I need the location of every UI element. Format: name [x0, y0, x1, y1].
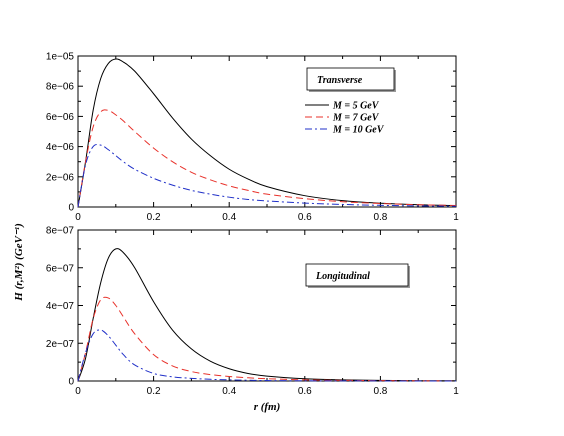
y-tick-label: 4e−06 [46, 142, 75, 153]
series-line-1 [77, 109, 457, 208]
series-line-2 [77, 143, 457, 208]
x-tick-label: 0.2 [147, 386, 161, 397]
x-tick-label: 1 [453, 386, 459, 397]
y-tick-label: 4e−07 [46, 301, 75, 312]
transverse-panel: 0 0.2 0.4 0.6 0.8 1 0 2e−06 4e−06 6e−06 8e−06 1e−05… [46, 52, 459, 224]
x-tick-label: 0.6 [298, 212, 312, 223]
y-tick-label: 8e−07 [46, 226, 75, 237]
series-line-2 [77, 329, 457, 382]
x-tick-label: 0.4 [222, 212, 236, 223]
x-tick-label: 0 [75, 212, 81, 223]
plot-frame [77, 229, 457, 382]
legend-label-1: M = 7 GeV [332, 113, 380, 124]
y-tick-label: 2e−06 [46, 172, 75, 183]
y-axis-label: H (r,M²) (GeV⁻¹) [13, 223, 25, 301]
y-tick-label: 1e−05 [46, 52, 75, 63]
x-tick-label: 0.8 [373, 386, 387, 397]
annotation-label: Longitudinal [315, 271, 370, 282]
y-tick-label: 6e−06 [46, 112, 75, 123]
y-tick-label: 8e−06 [46, 82, 75, 93]
x-tick-label: 0.6 [298, 386, 312, 397]
x-tick-label: 1 [453, 212, 459, 223]
x-tick-label: 0.4 [222, 386, 236, 397]
x-axis-label: r (fm) [254, 401, 281, 413]
annotation-label: Transverse [317, 75, 363, 86]
y-tick-label: 0 [68, 203, 74, 214]
longitudinal-panel: 0 0.2 0.4 0.6 0.8 1 0 2e−07 4e−07 6e−07 8e−07 Longi… [46, 226, 459, 398]
annotation-box [305, 263, 409, 287]
y-tick-label: 2e−07 [46, 339, 75, 350]
annotation-box [306, 67, 395, 91]
y-tick-label: 0 [68, 377, 74, 388]
series-line-0 [77, 58, 457, 208]
legend-label-2: M = 10 GeV [332, 125, 385, 136]
plot-frame [77, 55, 457, 208]
series-line-0 [77, 248, 457, 382]
x-tick-label: 0 [75, 386, 81, 397]
x-tick-label: 0.2 [147, 212, 161, 223]
series-line-1 [77, 296, 457, 382]
legend-label-0: M = 5 GeV [332, 101, 380, 112]
x-tick-label: 0.8 [373, 212, 387, 223]
y-tick-label: 6e−07 [46, 263, 75, 274]
